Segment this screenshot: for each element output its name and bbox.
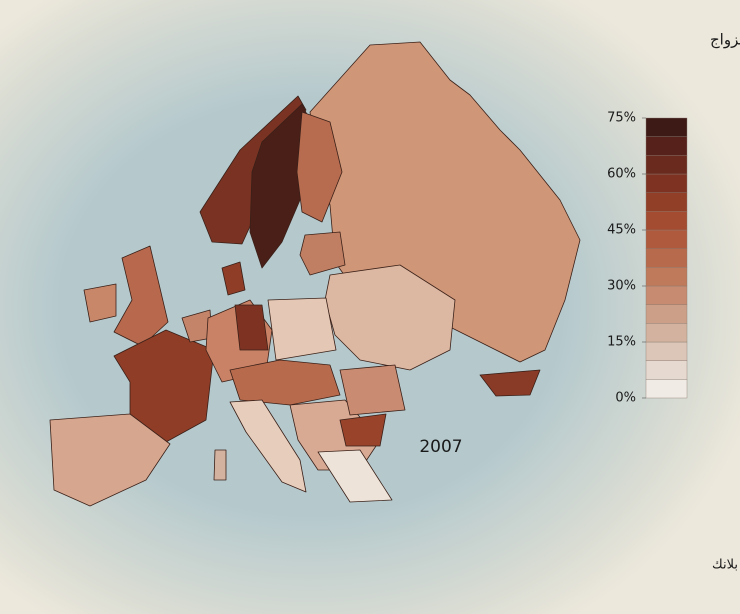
sardinia — [213, 449, 227, 481]
legend-swatch — [645, 136, 688, 156]
legend-swatch — [645, 248, 688, 268]
italy — [229, 399, 307, 493]
romania — [339, 364, 406, 416]
east-germany — [234, 304, 269, 351]
legend-swatch — [645, 379, 688, 399]
legend-swatch — [645, 285, 688, 305]
legend-swatch — [645, 323, 688, 343]
france — [113, 329, 215, 443]
europe-map — [49, 41, 581, 507]
legend-tick-label: 75% — [607, 111, 636, 126]
greece — [317, 449, 393, 503]
legend-swatch — [645, 173, 688, 193]
legend-tick-label: 0% — [615, 391, 636, 406]
baltics — [299, 231, 346, 276]
bulgaria — [339, 413, 387, 447]
legend-swatch — [645, 155, 688, 175]
poland — [267, 297, 337, 361]
central-europe — [229, 359, 341, 406]
year-label: 2007 — [419, 437, 462, 457]
legend-swatch — [645, 211, 688, 231]
legend-swatch — [645, 267, 688, 287]
map-title: نسبة الأطفال المولودين خارج إطار الزواج — [710, 30, 740, 50]
legend: 0% 15% 30% 45% 60% 75% — [607, 111, 688, 406]
iberia — [49, 413, 171, 507]
legend-swatch — [645, 229, 688, 249]
legend-swatch — [645, 360, 688, 380]
legend-swatch — [645, 192, 688, 212]
legend-swatch — [645, 341, 688, 361]
legend-tick-label: 45% — [607, 223, 636, 238]
source-note: المصدر : مؤسسات الإحصاء وحساباتٌ خاصة به… — [712, 558, 740, 573]
finland — [296, 111, 343, 223]
ireland — [83, 283, 117, 323]
legend-tick-label: 60% — [607, 167, 636, 182]
denmark — [221, 261, 246, 296]
turkey — [479, 369, 541, 397]
legend-tick-label: 30% — [607, 279, 636, 294]
legend-tick-label: 15% — [607, 335, 636, 350]
legend-swatch — [645, 117, 688, 137]
legend-swatch — [645, 304, 688, 324]
